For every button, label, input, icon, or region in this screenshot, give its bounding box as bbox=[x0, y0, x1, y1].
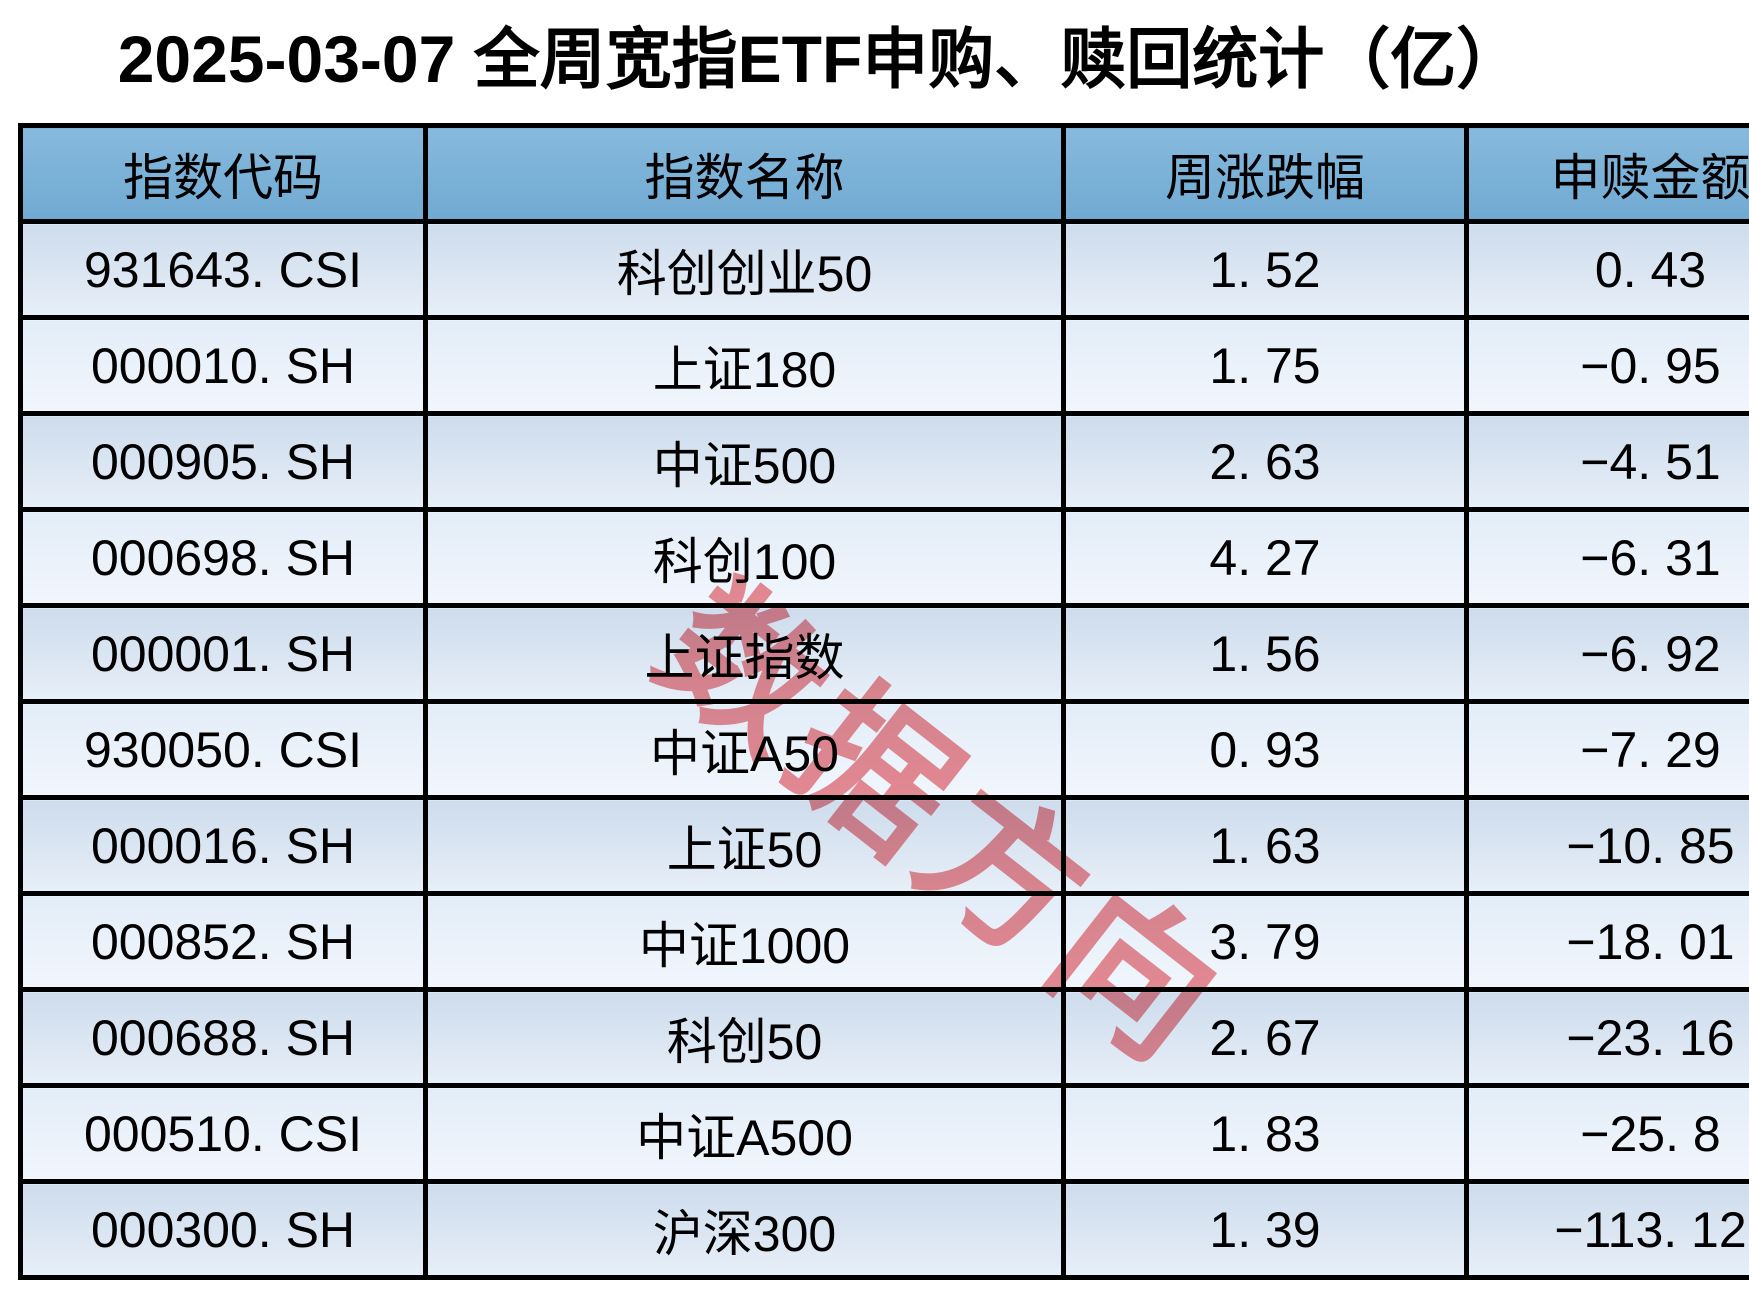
table-row: 000852. SH 中证1000 3. 79 −18. 01 bbox=[18, 891, 1749, 992]
cell-week-change: 1. 63 bbox=[1061, 795, 1469, 896]
cell-index-name: 沪深300 bbox=[423, 1179, 1066, 1280]
cell-index-code: 930050. CSI bbox=[18, 699, 428, 800]
cell-sub-redeem-amount: −7. 29 bbox=[1464, 699, 1749, 800]
cell-sub-redeem-amount: −0. 95 bbox=[1464, 315, 1749, 416]
cell-sub-redeem-amount: −18. 01 bbox=[1464, 891, 1749, 992]
header-row: 指数代码 指数名称 周涨跌幅 申赎金额 bbox=[18, 123, 1749, 224]
table-row: 000001. SH 上证指数 1. 56 −6. 92 bbox=[18, 603, 1749, 704]
cell-index-name: 上证指数 bbox=[423, 603, 1066, 704]
cell-index-name: 上证180 bbox=[423, 315, 1066, 416]
cell-week-change: 1. 75 bbox=[1061, 315, 1469, 416]
cell-index-code: 000852. SH bbox=[18, 891, 428, 992]
table-row: 000688. SH 科创50 2. 67 −23. 16 bbox=[18, 987, 1749, 1088]
cell-index-code: 000001. SH bbox=[18, 603, 428, 704]
cell-index-name: 科创100 bbox=[423, 507, 1066, 608]
cell-index-code: 000688. SH bbox=[18, 987, 428, 1088]
col-header-week-change: 周涨跌幅 bbox=[1061, 123, 1469, 224]
cell-sub-redeem-amount: −25. 8 bbox=[1464, 1083, 1749, 1184]
cell-week-change: 3. 79 bbox=[1061, 891, 1469, 992]
cell-sub-redeem-amount: −6. 92 bbox=[1464, 603, 1749, 704]
cell-index-name: 上证50 bbox=[423, 795, 1066, 896]
table-row: 000016. SH 上证50 1. 63 −10. 85 bbox=[18, 795, 1749, 896]
cell-sub-redeem-amount: −113. 12 bbox=[1464, 1179, 1749, 1280]
page-title: 2025-03-07 全周宽指ETF申购、赎回统计（亿） bbox=[117, 22, 1523, 96]
cell-week-change: 2. 67 bbox=[1061, 987, 1469, 1088]
cell-index-code: 000010. SH bbox=[18, 315, 428, 416]
cell-sub-redeem-amount: −23. 16 bbox=[1464, 987, 1749, 1088]
cell-index-code: 000698. SH bbox=[18, 507, 428, 608]
etf-table: 指数代码 指数名称 周涨跌幅 申赎金额 931643. CSI 科创创业50 1. … bbox=[18, 123, 1749, 1280]
cell-sub-redeem-amount: −4. 51 bbox=[1464, 411, 1749, 512]
table-row: 930050. CSI 中证A50 0. 93 −7. 29 bbox=[18, 699, 1749, 800]
cell-index-name: 中证A500 bbox=[423, 1083, 1066, 1184]
cell-index-name: 科创创业50 bbox=[423, 219, 1066, 320]
cell-index-code: 931643. CSI bbox=[18, 219, 428, 320]
cell-index-code: 000016. SH bbox=[18, 795, 428, 896]
cell-week-change: 4. 27 bbox=[1061, 507, 1469, 608]
table-body: 931643. CSI 科创创业50 1. 52 0. 43 000010. SH 上证1… bbox=[18, 219, 1749, 1280]
cell-index-name: 中证A50 bbox=[423, 699, 1066, 800]
table-row: 000510. CSI 中证A500 1. 83 −25. 8 bbox=[18, 1083, 1749, 1184]
table-row: 000300. SH 沪深300 1. 39 −113. 12 bbox=[18, 1179, 1749, 1280]
cell-sub-redeem-amount: 0. 43 bbox=[1464, 219, 1749, 320]
cell-week-change: 2. 63 bbox=[1061, 411, 1469, 512]
cell-index-name: 中证1000 bbox=[423, 891, 1066, 992]
table-row: 931643. CSI 科创创业50 1. 52 0. 43 bbox=[18, 219, 1749, 320]
table-row: 000010. SH 上证180 1. 75 −0. 95 bbox=[18, 315, 1749, 416]
cell-index-name: 科创50 bbox=[423, 987, 1066, 1088]
cell-week-change: 1. 83 bbox=[1061, 1083, 1469, 1184]
cell-week-change: 0. 93 bbox=[1061, 699, 1469, 800]
cell-index-code: 000300. SH bbox=[18, 1179, 428, 1280]
cell-sub-redeem-amount: −10. 85 bbox=[1464, 795, 1749, 896]
cell-index-name: 中证500 bbox=[423, 411, 1066, 512]
col-header-sub-redeem-amount: 申赎金额 bbox=[1464, 123, 1749, 224]
cell-week-change: 1. 52 bbox=[1061, 219, 1469, 320]
cell-index-code: 000510. CSI bbox=[18, 1083, 428, 1184]
col-header-index-code: 指数代码 bbox=[18, 123, 428, 224]
cell-week-change: 1. 56 bbox=[1061, 603, 1469, 704]
col-header-index-name: 指数名称 bbox=[423, 123, 1066, 224]
cell-week-change: 1. 39 bbox=[1061, 1179, 1469, 1280]
table-row: 000905. SH 中证500 2. 63 −4. 51 bbox=[18, 411, 1749, 512]
cell-sub-redeem-amount: −6. 31 bbox=[1464, 507, 1749, 608]
cell-index-code: 000905. SH bbox=[18, 411, 428, 512]
table-row: 000698. SH 科创100 4. 27 −6. 31 bbox=[18, 507, 1749, 608]
